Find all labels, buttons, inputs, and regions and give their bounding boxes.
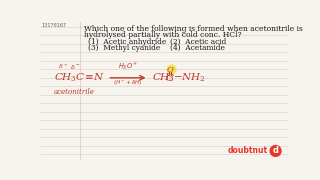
Text: $O$: $O$ — [166, 65, 174, 74]
Text: $CH_3$: $CH_3$ — [152, 72, 175, 84]
Text: $H_3O^+$: $H_3O^+$ — [118, 61, 138, 72]
Text: $-NH_2$: $-NH_2$ — [172, 72, 205, 84]
Text: 13170167: 13170167 — [42, 23, 67, 28]
Text: $\delta^-$: $\delta^-$ — [70, 63, 80, 71]
Text: $C$: $C$ — [165, 72, 175, 83]
Text: $(H^++\delta H)$: $(H^++\delta H)$ — [113, 79, 143, 89]
Text: (4)  Acetamide: (4) Acetamide — [170, 44, 225, 52]
Circle shape — [167, 65, 176, 74]
Text: $\delta^+$: $\delta^+$ — [58, 62, 68, 71]
Text: d: d — [273, 147, 279, 156]
Text: (1)  Acetic anhydride: (1) Acetic anhydride — [88, 38, 166, 46]
Circle shape — [270, 146, 281, 156]
Text: hydrolysed partially with cold conc. HCl?: hydrolysed partially with cold conc. HCl… — [84, 31, 242, 39]
Text: $CH_3C\!\equiv\!N$: $CH_3C\!\equiv\!N$ — [54, 72, 104, 84]
Text: doubtnut: doubtnut — [228, 147, 268, 156]
Text: (2)  Acetic acid: (2) Acetic acid — [170, 38, 227, 46]
Text: acetonitrile: acetonitrile — [54, 88, 95, 96]
Text: (3)  Methyl cyanide: (3) Methyl cyanide — [88, 44, 160, 52]
Text: Which one of the following is formed when acetonitrile is: Which one of the following is formed whe… — [84, 25, 303, 33]
